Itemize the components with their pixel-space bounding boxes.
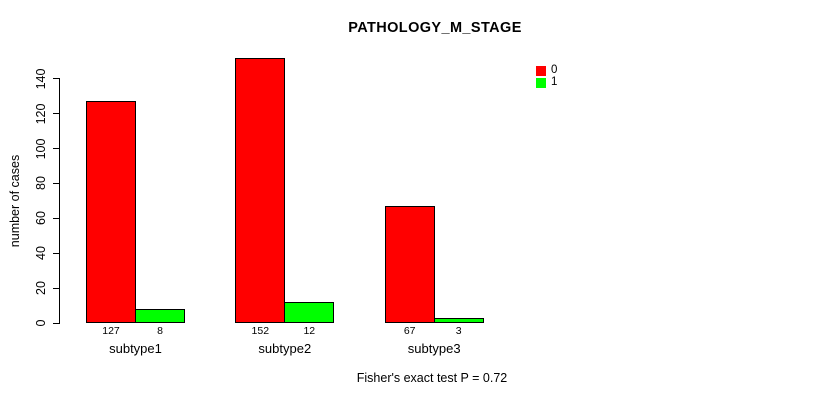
bar-1-subtype2 (284, 302, 335, 323)
bar-value-label: 67 (403, 324, 416, 337)
legend-swatch-1 (536, 77, 546, 88)
bar-value-label: 8 (157, 324, 163, 337)
y-tick (52, 148, 60, 149)
y-tick (52, 113, 60, 115)
y-tick-label: 120 (34, 103, 48, 125)
y-tick (52, 252, 60, 254)
bar-0-subtype2 (235, 57, 286, 323)
bar-value-label: 127 (102, 324, 120, 337)
legend-swatch-0 (536, 65, 546, 76)
legend-label: 1 (551, 76, 558, 88)
y-tick-label: 80 (34, 176, 48, 191)
bar-value-label: 152 (251, 324, 270, 337)
y-tick (52, 78, 60, 80)
legend-item: 0 (536, 64, 558, 76)
x-category-label: subtype3 (407, 340, 461, 356)
legend-item: 1 (536, 76, 558, 88)
y-axis-label: number of cases (8, 154, 22, 248)
y-tick (52, 322, 60, 324)
fisher-test-annotation: Fisher's exact test P = 0.72 (356, 371, 508, 385)
y-axis-line (59, 78, 60, 324)
y-tick-label: 60 (34, 211, 48, 226)
bar-1-subtype1 (135, 309, 185, 323)
bar-1-subtype3 (433, 317, 484, 323)
y-tick-label: 140 (34, 68, 48, 90)
x-category-label: subtype2 (258, 340, 312, 356)
bar-value-label: 12 (303, 324, 316, 337)
y-tick-label: 20 (34, 281, 48, 296)
chart-title: PATHOLOGY_M_STAGE (348, 20, 522, 36)
y-tick-label: 0 (34, 319, 48, 327)
y-tick (52, 287, 60, 289)
bar-value-label: 3 (455, 324, 462, 337)
legend-label: 0 (551, 64, 558, 76)
y-tick-label: 100 (34, 138, 48, 159)
bar-0-subtype1 (86, 101, 136, 323)
y-tick (52, 182, 60, 184)
bar-0-subtype3 (384, 206, 435, 323)
x-category-label: subtype1 (109, 340, 162, 356)
y-tick (52, 217, 60, 219)
y-tick-label: 40 (34, 246, 48, 261)
